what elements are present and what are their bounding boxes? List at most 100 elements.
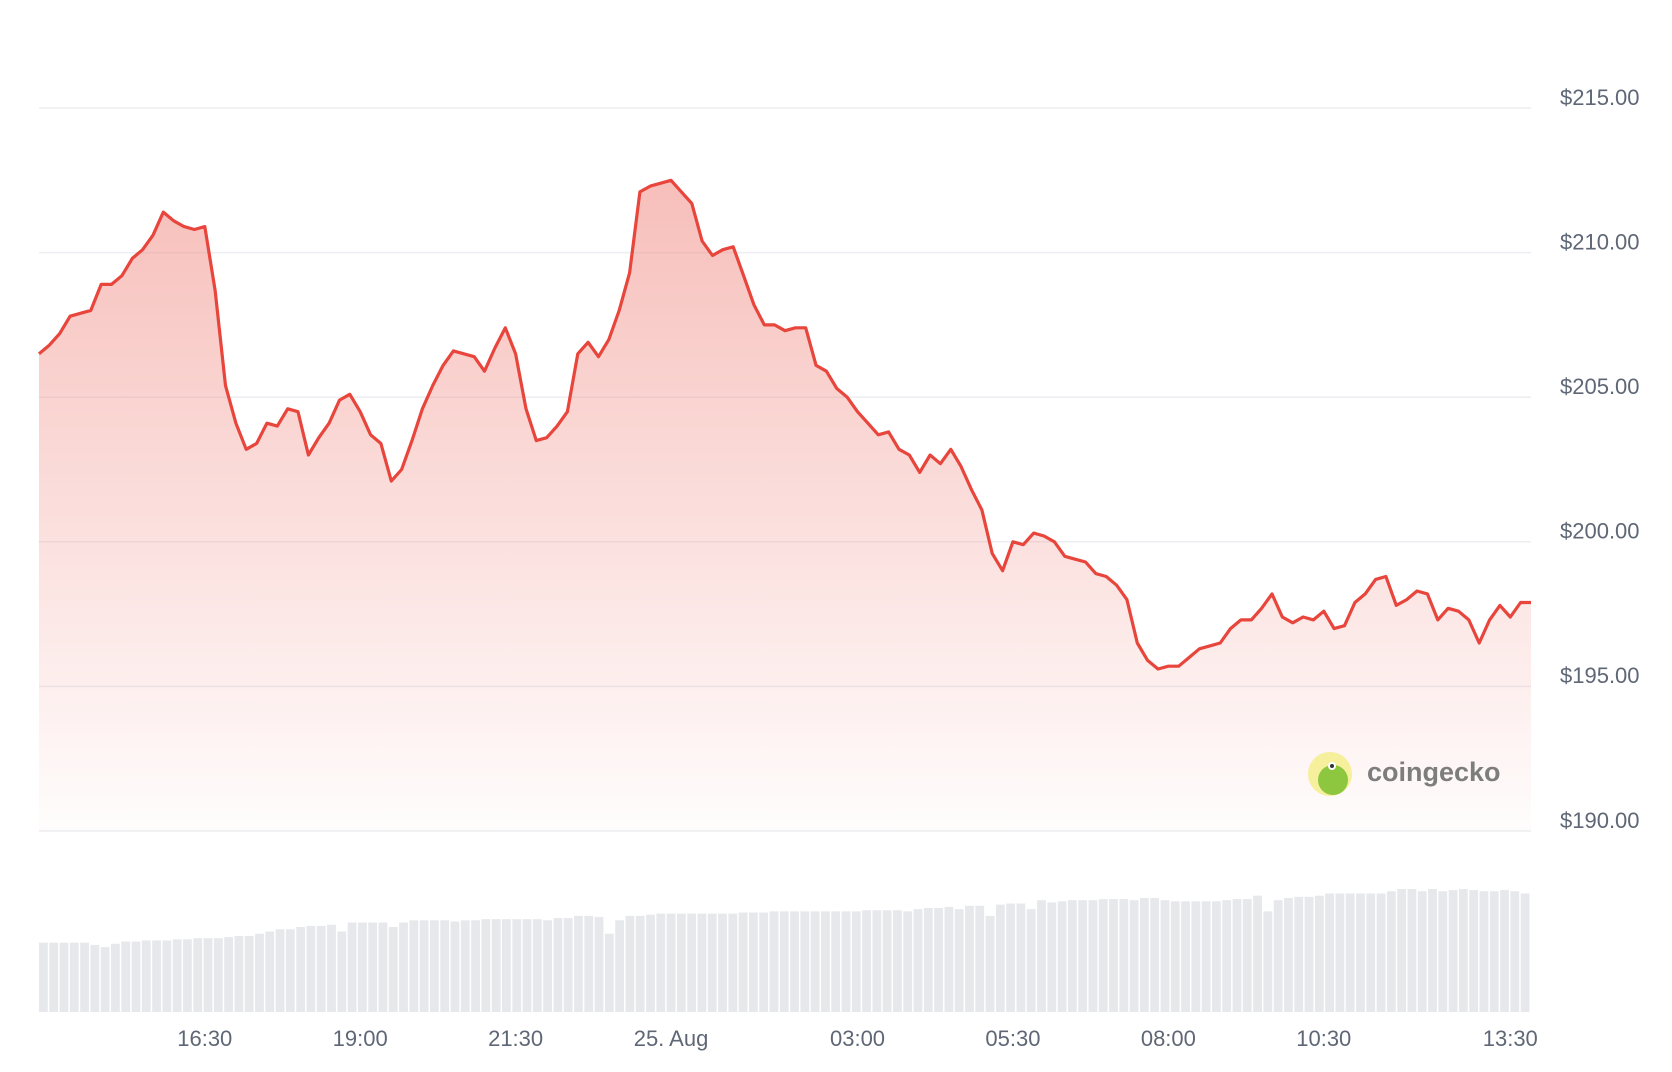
volume-bar [111, 943, 120, 1012]
volume-bar [69, 942, 79, 1012]
volume-bar [1479, 891, 1489, 1012]
volume-bar [913, 909, 923, 1012]
volume-bar [213, 938, 223, 1012]
volume-bar [563, 918, 573, 1012]
volume-bar [1253, 895, 1262, 1012]
volume-bar [1520, 893, 1530, 1012]
volume-bar [1407, 889, 1417, 1012]
volume-bar [399, 922, 408, 1012]
volume-bar [285, 929, 295, 1012]
volume-bar [203, 938, 213, 1012]
volume-bar [1160, 900, 1170, 1012]
volume-bar [862, 910, 871, 1012]
volume-bar [574, 915, 583, 1012]
volume-bar [1078, 900, 1088, 1012]
volume-bar [666, 913, 676, 1012]
volume-bar [80, 942, 89, 1012]
volume-bar [985, 915, 995, 1012]
volume-bar [718, 913, 727, 1012]
volume-bar [975, 905, 985, 1012]
x-tick-label: 25. Aug [634, 1026, 709, 1051]
volume-bar [1510, 891, 1520, 1012]
x-tick-label: 16:30 [177, 1026, 232, 1051]
volume-bar [841, 911, 851, 1012]
volume-bar [481, 919, 491, 1012]
volume-bar [831, 911, 841, 1012]
volume-bar [1037, 900, 1046, 1012]
volume-bar [1386, 891, 1396, 1012]
y-tick-label: $210.00 [1560, 229, 1640, 254]
volume-bar [347, 922, 357, 1012]
volume-bar [244, 935, 254, 1012]
volume-bar [1263, 911, 1273, 1012]
y-tick-label: $190.00 [1560, 808, 1640, 833]
volume-bar [100, 947, 110, 1012]
volume-bar [1366, 893, 1376, 1012]
x-tick-label: 21:30 [488, 1026, 543, 1051]
volume-bar [1006, 903, 1016, 1012]
volume-bar [821, 911, 830, 1012]
volume-bar [90, 944, 100, 1012]
volume-bar [1458, 889, 1468, 1012]
volume-bar [748, 912, 758, 1012]
volume-bar [893, 910, 902, 1012]
volume-bar [1150, 897, 1160, 1012]
volume-bar [1376, 893, 1386, 1012]
volume-bar [646, 914, 655, 1012]
volume-bar [1304, 896, 1314, 1012]
volume-bar [471, 920, 480, 1012]
volume-bar [790, 911, 799, 1012]
volume-bar [1500, 890, 1509, 1012]
volume-bar [1088, 900, 1098, 1012]
volume-bar [234, 935, 244, 1012]
volume-bar [543, 920, 552, 1012]
volume-bar [1242, 899, 1252, 1012]
volume-bar [903, 911, 913, 1012]
volume-bar [1191, 901, 1201, 1012]
volume-bar [39, 942, 48, 1012]
volume-bar [1201, 901, 1211, 1012]
volume-bar [502, 919, 511, 1012]
volume-bar [1438, 891, 1448, 1012]
volume-bar [779, 911, 789, 1012]
volume-bar [1016, 903, 1026, 1012]
volume-bar [1325, 893, 1334, 1012]
volume-bar [594, 916, 604, 1012]
volume-bar [49, 942, 59, 1012]
volume-bar [810, 911, 820, 1012]
volume-bar [656, 913, 666, 1012]
volume-bar [1469, 890, 1479, 1012]
volume-bar [1345, 893, 1355, 1012]
volume-bar [1273, 900, 1283, 1012]
volume-bar [965, 905, 974, 1012]
volume-bar [635, 915, 645, 1012]
volume-bar [131, 941, 141, 1012]
volume-bar [460, 920, 470, 1012]
volume-bar [1181, 901, 1190, 1012]
volume-bar [512, 919, 522, 1012]
volume-bar [430, 920, 439, 1012]
volume-bar [1047, 902, 1057, 1012]
watermark-logo [1308, 752, 1352, 796]
volume-bar [872, 910, 882, 1012]
volume-bar [409, 920, 419, 1012]
volume-bar [388, 927, 398, 1012]
y-tick-label: $200.00 [1560, 519, 1640, 544]
volume-bar [584, 915, 594, 1012]
x-tick-label: 19:00 [333, 1026, 388, 1051]
volume-bar [368, 922, 378, 1012]
volume-bar [440, 920, 450, 1012]
volume-bar [337, 931, 347, 1012]
volume-bar [327, 924, 336, 1012]
volume-bar [1284, 897, 1293, 1012]
volume-bar [1139, 897, 1149, 1012]
volume-bar [1397, 889, 1407, 1012]
volume-bar [934, 908, 943, 1012]
volume-bar [255, 933, 264, 1012]
volume-bar [728, 913, 738, 1012]
volume-bar [882, 910, 892, 1012]
volume-bar [604, 933, 614, 1012]
volume-bar [944, 906, 954, 1012]
watermark: coingecko [1367, 757, 1501, 787]
volume-bar [172, 939, 182, 1012]
